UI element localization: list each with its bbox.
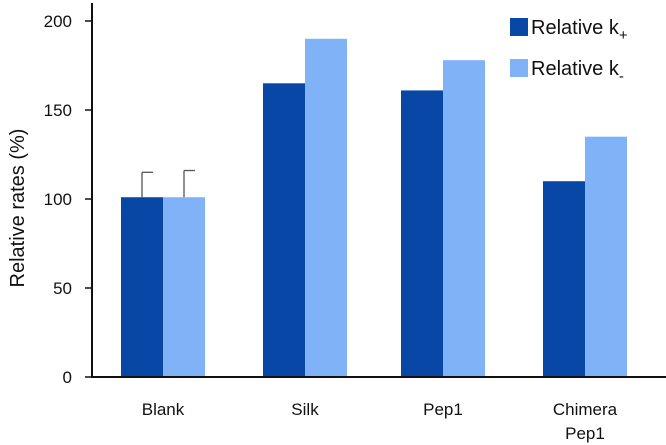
legend-subscript-0: + bbox=[619, 27, 628, 44]
x-tick-label-1: Silk bbox=[291, 400, 319, 419]
legend-subscript-1: - bbox=[619, 68, 624, 85]
legend-swatch-1 bbox=[510, 59, 528, 77]
legend: Relative k+ Relative k- bbox=[510, 17, 628, 85]
x-tick-label-3-line-1: Pep1 bbox=[565, 424, 605, 443]
y-tick-label-100: 100 bbox=[44, 190, 72, 209]
bar-k-plus-2 bbox=[401, 90, 443, 378]
bar-k-plus-1 bbox=[263, 83, 305, 378]
bar-k-plus-0 bbox=[121, 197, 163, 377]
y-axis-title: Relative rates (%) bbox=[7, 129, 29, 288]
legend-label-0: Relative k+ bbox=[531, 17, 628, 44]
y-tick-label-200: 200 bbox=[44, 12, 72, 31]
bar-k-plus-3 bbox=[543, 181, 585, 377]
bar-k-minus-3 bbox=[585, 136, 627, 377]
bar-k-minus-1 bbox=[305, 38, 347, 378]
bar-k-minus-0 bbox=[163, 197, 205, 377]
y-tick-label-0: 0 bbox=[63, 368, 72, 387]
x-tick-label-0: Blank bbox=[142, 400, 185, 419]
y-tick-label-150: 150 bbox=[44, 101, 72, 120]
plot-area bbox=[121, 38, 627, 378]
legend-label-1: Relative k- bbox=[531, 58, 624, 85]
legend-swatch-0 bbox=[510, 18, 528, 36]
x-tick-label-3-line-0: Chimera bbox=[553, 400, 618, 419]
y-tick-label-50: 50 bbox=[53, 279, 72, 298]
axes: 0 50 100 150 200 Blank Silk Pep1 Chimera Pep1 bbox=[44, 3, 666, 443]
x-tick-label-2: Pep1 bbox=[423, 400, 463, 419]
bar-k-minus-2 bbox=[443, 60, 485, 377]
